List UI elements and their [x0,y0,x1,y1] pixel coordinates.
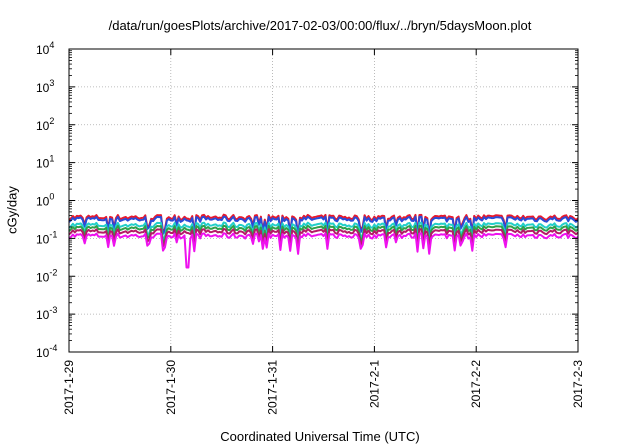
x-tick-label: 2017-2-1 [367,360,381,408]
series-group [68,213,579,269]
y-tick-label: 103 [36,78,54,95]
y-tick-label: 104 [36,40,54,57]
series-line [68,224,579,248]
y-tick-label: 100 [36,192,54,209]
y-tick-label: 10-2 [36,267,57,284]
x-tick-label: 2017-1-30 [164,360,178,415]
x-tick-label: 2017-2-3 [571,360,585,408]
series-line [68,221,579,245]
x-axis-label: Coordinated Universal Time (UTC) [220,429,420,444]
y-tick-label: 10-4 [36,343,57,360]
x-tick-label: 2017-1-29 [62,360,76,415]
x-tick-label: 2017-2-2 [469,360,483,408]
x-tick-label: 2017-1-31 [266,360,280,415]
chart-title: /data/run/goesPlots/archive/2017-02-03/0… [108,18,532,33]
y-tick-label: 10-1 [36,229,57,246]
y-tick-label: 101 [36,154,54,171]
series-line [68,215,579,239]
y-ticks: 10-4 10-3 10-2 10-1 100 101 102 103 104 [36,40,578,360]
series-line [68,228,579,251]
y-tick-label: 10-3 [36,305,57,322]
grid [69,49,578,352]
series-line [68,213,579,237]
y-tick-label: 102 [36,116,54,133]
series-line [68,232,579,269]
x-ticks: 2017-1-29 2017-1-30 2017-1-31 2017-2-1 2017-… [62,49,585,415]
